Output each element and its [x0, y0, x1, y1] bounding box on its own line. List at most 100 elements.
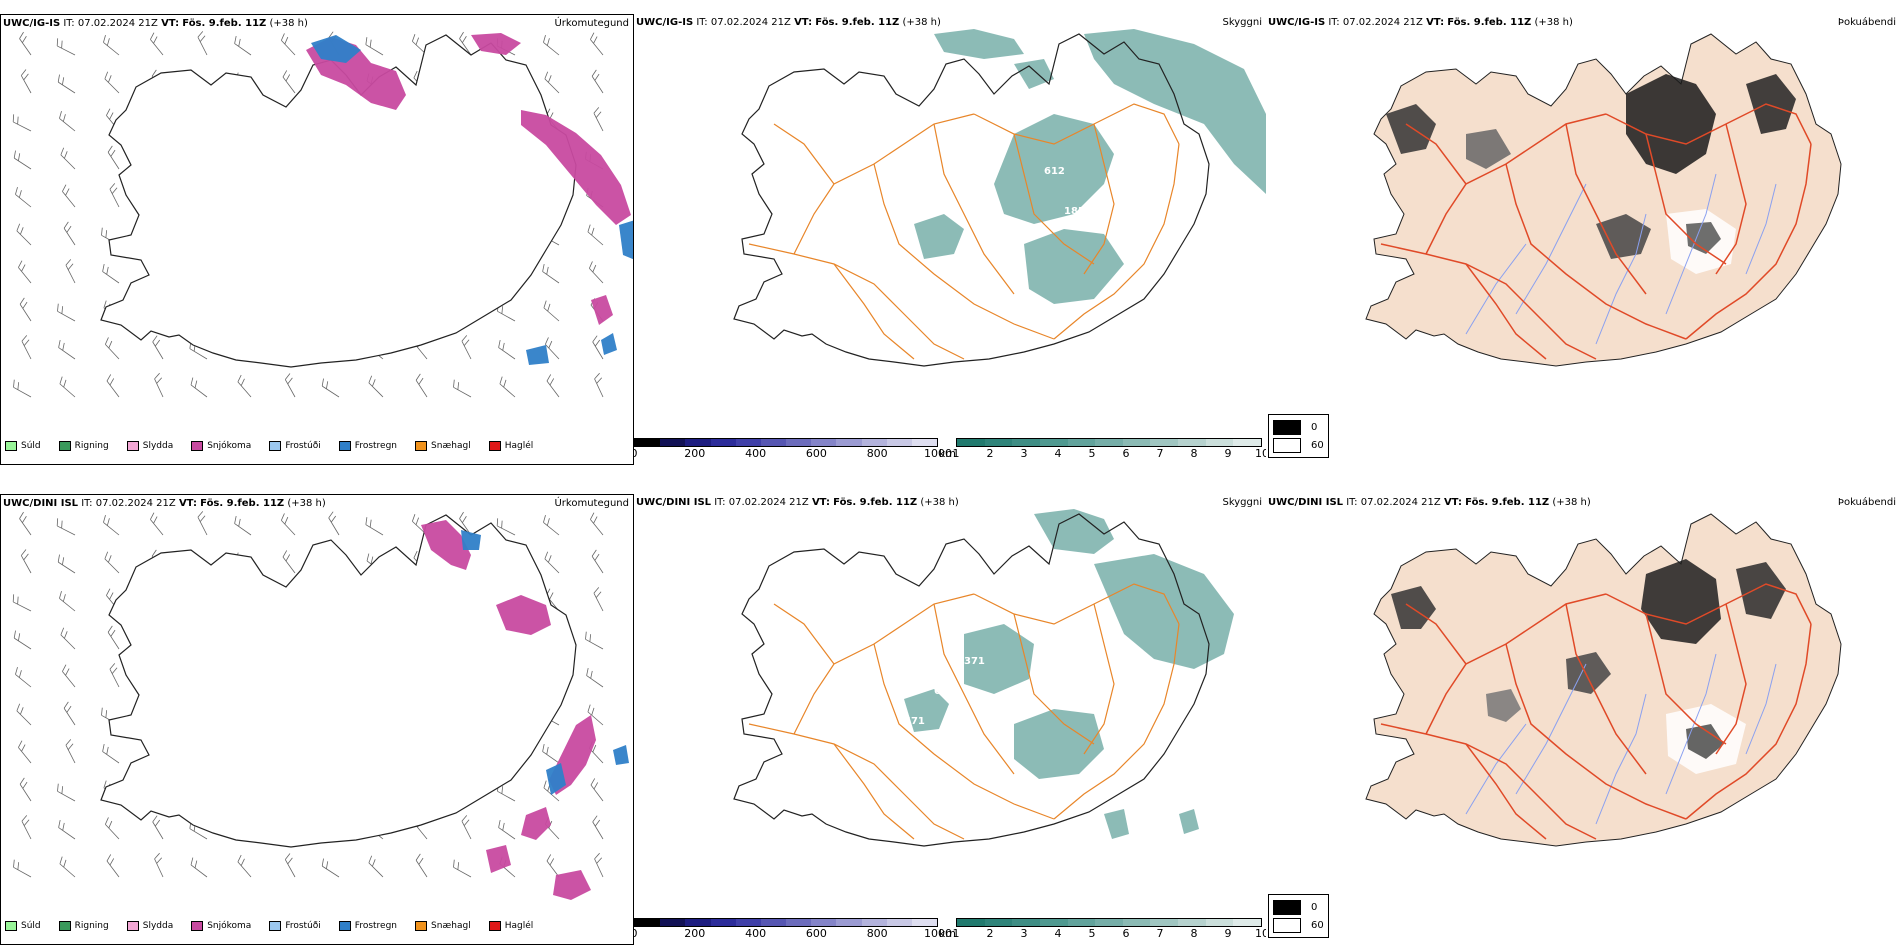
river [1515, 663, 1587, 795]
ceiling-colorbar: m02004006008001000 [634, 918, 952, 941]
wind-barb [16, 223, 32, 246]
colorbar-swatch [861, 919, 887, 926]
precip-legend: Súld Rigning Slydda Snjókoma Frostúði Frostre… [5, 921, 545, 931]
colorbar-tick: 5 [1088, 447, 1096, 460]
colorbar-tick: 10 [1255, 447, 1266, 460]
wind-barb [57, 554, 76, 574]
colorbar-tick: 3 [1020, 927, 1028, 940]
visibility-colorbar: km 1 2 3 4 5 6 7 8 9 10 [939, 438, 1266, 461]
wind-barb [543, 514, 560, 536]
legend-label: Frostúði [285, 921, 321, 931]
road-network [1380, 583, 1812, 840]
road [1505, 643, 1687, 820]
wind-barb [13, 379, 32, 398]
ceiling-colorbar-ticks: m02004006008001000 [634, 927, 952, 941]
precip-legend-item: Frostregn [338, 921, 397, 931]
colorbar-tick: 800 [866, 447, 888, 460]
wind-barb [459, 31, 472, 56]
wind-barb [498, 819, 516, 840]
fog-index-areas [1391, 559, 1786, 774]
wind-barb [590, 32, 604, 56]
legend-label: Haglél [504, 441, 534, 451]
road [1685, 623, 1812, 820]
ceiling-label: 185 [1064, 206, 1085, 217]
wind-barb [62, 184, 76, 208]
wind-barb [104, 337, 120, 360]
wind-barb [237, 374, 252, 398]
road [873, 643, 1055, 820]
colorbar-swatch [1205, 439, 1234, 446]
snow-area [421, 520, 471, 570]
wind-barb [154, 372, 164, 398]
ceiling-colorbar-swatches [634, 918, 938, 927]
low-visibility-area [1104, 809, 1129, 839]
colorbar-swatch [861, 439, 887, 446]
snow-area [486, 845, 511, 873]
panel-header: UWC/IG-IS IT: 07.02.2024 21Z VT: Fös. 9.… [636, 17, 941, 28]
visibility-colorbar-swatches [956, 438, 1262, 447]
precip-legend-item: Rigning [58, 921, 109, 931]
legend-swatch [488, 921, 501, 931]
road [933, 123, 1015, 295]
precip-legend-item: Snæhagl [415, 921, 471, 931]
wind-barb [284, 373, 296, 398]
colorbar-tick: 1 [952, 927, 960, 940]
wind-barb [415, 853, 428, 878]
panel-type-label: Þokuábendi [1837, 17, 1896, 28]
ceiling-label: 571 [904, 716, 925, 727]
colorbar-swatch [957, 439, 985, 446]
colorbar-swatch [760, 439, 787, 446]
precip-map-bottom [12, 511, 629, 900]
wind-barb [543, 300, 560, 322]
ceiling-label: 439 [994, 596, 1015, 607]
fog-legend-bottom: 0 60 [1268, 894, 1329, 938]
colorbar-tick: 8 [1190, 447, 1198, 460]
wind-barb [321, 858, 340, 878]
panel-type-label: Úrkomutegund [554, 498, 629, 509]
precip-type-panel-bottom: UWC/DINI ISL IT: 07.02.2024 21Z VT: Fös.… [0, 494, 634, 945]
ceiling-label: 371 [964, 656, 985, 667]
colorbar-tick: 5 [1088, 927, 1096, 940]
colorbar-swatch [984, 439, 1013, 446]
road [1053, 623, 1180, 820]
panel-header: UWC/IG-IS IT: 07.02.2024 21Z VT: Fös. 9.… [1268, 17, 1573, 28]
precip-map-top [12, 31, 633, 398]
colorbar-swatch [660, 919, 686, 926]
panel-header: UWC/DINI ISL IT: 07.02.2024 21Z VT: Fös.… [1268, 497, 1591, 508]
wind-barb [587, 224, 604, 246]
legend-swatch [338, 921, 351, 931]
wind-barb [590, 512, 604, 536]
legend-label: Snjókoma [207, 921, 252, 931]
legend-swatch [269, 921, 282, 931]
wind-barb [19, 297, 32, 322]
wind-barb [107, 625, 120, 650]
legend-label: Snæhagl [431, 921, 471, 931]
wind-barb [585, 631, 604, 650]
wind-barb [104, 817, 120, 840]
wind-barb [499, 376, 516, 398]
snow-area [471, 33, 521, 55]
wind-barb [190, 857, 208, 878]
rivers [1465, 173, 1777, 345]
wind-barb [19, 31, 32, 56]
wind-barb [20, 549, 32, 574]
wind-barb [546, 374, 560, 398]
legend-label: Frostregn [354, 441, 398, 451]
visibility-colorbar-ticks: km 1 2 3 4 5 6 7 8 9 10 [939, 927, 1266, 941]
freezing-rain-area [613, 745, 629, 765]
low-visibility-area [934, 29, 1024, 59]
wind-barb [544, 551, 560, 574]
low-visibility-area [1024, 229, 1124, 304]
wind-barb [593, 107, 604, 132]
wind-barb [63, 701, 76, 726]
colorbar-swatch [1205, 919, 1234, 926]
colorbar-swatch [1039, 439, 1068, 446]
wind-barb [60, 147, 76, 170]
freezing-rain-area [619, 220, 633, 260]
fog-index-area [1386, 104, 1436, 154]
colorbar-swatch [635, 919, 661, 926]
fog-index-area [1486, 689, 1521, 722]
wind-barb [234, 35, 252, 56]
river [1465, 723, 1527, 815]
fog-index-area [1736, 562, 1786, 619]
